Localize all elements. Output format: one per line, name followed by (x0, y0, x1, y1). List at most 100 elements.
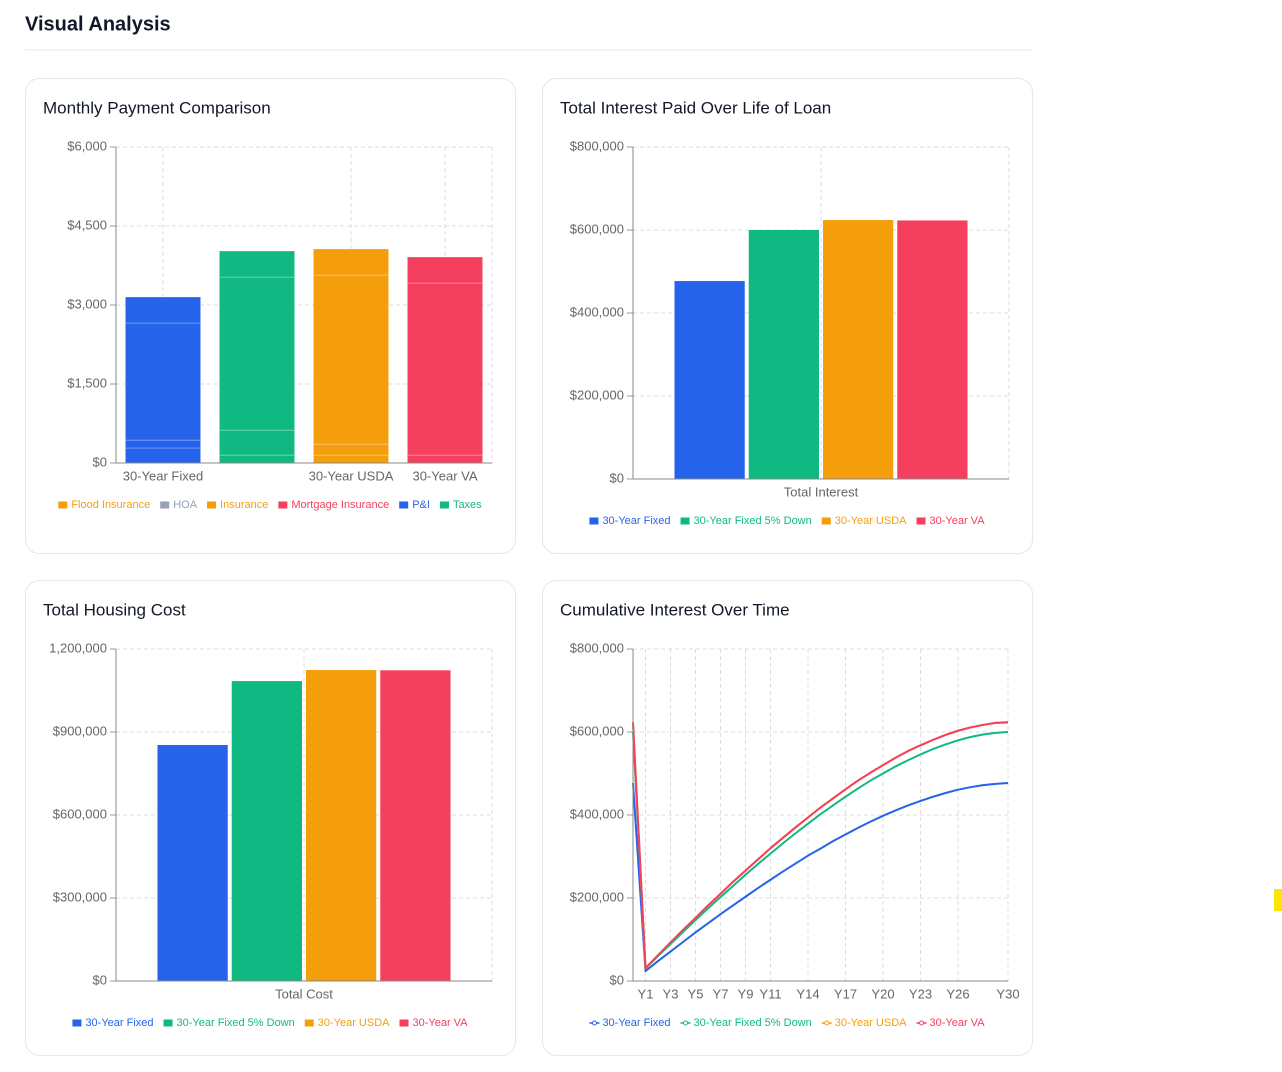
y-tick-label: $3,000 (67, 296, 107, 311)
y-tick-label: $600,000 (570, 723, 624, 738)
legend-symbol (591, 1020, 597, 1026)
line (632, 721, 1009, 970)
y-tick-label: $600,000 (570, 221, 624, 236)
bar (674, 281, 745, 479)
bar-segment (312, 274, 390, 445)
bar-segment (406, 282, 484, 456)
x-tick-label: 30-Year USDA (309, 468, 394, 483)
legend-swatch (680, 517, 690, 525)
y-tick-label: 1,200,000 (49, 640, 107, 655)
bar (231, 681, 302, 981)
y-tick-label: $400,000 (570, 304, 624, 319)
line (632, 782, 1009, 973)
bar-segment (406, 454, 484, 464)
legend-swatch (304, 1019, 314, 1027)
legend-swatch (439, 501, 449, 509)
bar-segment (406, 256, 484, 284)
x-tick-label: Y5 (688, 986, 704, 1001)
bar (380, 670, 451, 981)
legend-label: Mortgage Insurance (291, 499, 389, 511)
legend-label: Insurance (220, 499, 268, 511)
chart-title: Total Interest Paid Over Life of Loan (560, 98, 831, 117)
bar-segment (312, 454, 390, 464)
section-title: Visual Analysis (25, 13, 171, 35)
y-tick-label: $400,000 (570, 806, 624, 821)
legend-swatch (72, 1019, 82, 1027)
legend-label: 30-Year Fixed 5% Down (177, 1017, 295, 1029)
bar-segment (124, 322, 202, 441)
y-tick-label: $6,000 (67, 138, 107, 153)
legend-label: 30-Year VA (930, 1017, 986, 1029)
x-tick-label: 30-Year VA (412, 468, 477, 483)
legend-symbol (824, 1020, 830, 1026)
bar-segment (124, 447, 202, 464)
legend-label: P&I (412, 499, 430, 511)
chart-title: Monthly Payment Comparison (43, 98, 271, 117)
bar-segment (218, 250, 296, 278)
side-marker (1274, 889, 1282, 911)
y-tick-label: $0 (93, 972, 107, 987)
legend-label: Taxes (453, 499, 482, 511)
y-tick-label: $800,000 (570, 138, 624, 153)
legend-label: 30-Year Fixed 5% Down (694, 1017, 812, 1029)
y-tick-label: $900,000 (53, 723, 107, 738)
bar-segment (124, 439, 202, 449)
bar (306, 670, 377, 981)
bar-segment (312, 248, 390, 276)
bar (823, 220, 894, 480)
legend-label: 30-Year Fixed (602, 515, 670, 527)
bar-segment (218, 429, 296, 456)
legend-label: 30-Year USDA (835, 515, 907, 527)
bar-segment (124, 296, 202, 324)
x-tick-label: Y23 (909, 986, 932, 1001)
x-tick-label: Y1 (638, 986, 654, 1001)
x-tick-label: Y17 (834, 986, 857, 1001)
y-tick-label: $0 (93, 454, 107, 469)
legend-label: 30-Year Fixed (85, 1017, 153, 1029)
legend-swatch (399, 1019, 409, 1027)
y-tick-label: $0 (610, 972, 624, 987)
x-tick-label: Y11 (759, 986, 781, 1001)
y-tick-label: $200,000 (570, 387, 624, 402)
y-tick-label: $600,000 (53, 806, 107, 821)
card (542, 580, 1033, 1056)
legend-label: 30-Year Fixed (602, 1017, 670, 1029)
bar (748, 230, 819, 479)
legend-swatch (278, 501, 288, 509)
y-tick-label: $200,000 (570, 889, 624, 904)
legend-label: HOA (173, 499, 198, 511)
bar-segment (218, 276, 296, 431)
x-tick-label: Y14 (796, 986, 819, 1001)
chart-title: Cumulative Interest Over Time (560, 600, 790, 619)
x-tick-label: Y9 (738, 986, 754, 1001)
legend-label: 30-Year Fixed 5% Down (694, 515, 812, 527)
x-tick-label: Total Interest (784, 484, 859, 499)
legend-label: 30-Year VA (413, 1017, 469, 1029)
legend-symbol (683, 1020, 689, 1026)
legend-label: Flood Insurance (71, 499, 150, 511)
legend-label: 30-Year USDA (318, 1017, 390, 1029)
legend-swatch (58, 501, 68, 509)
legend-swatch (160, 501, 170, 509)
x-tick-label: Y30 (996, 986, 1019, 1001)
x-tick-label: Y20 (871, 986, 894, 1001)
line (632, 731, 1009, 970)
x-tick-label: Total Cost (275, 986, 333, 1001)
legend-swatch (916, 517, 926, 525)
legend-swatch (821, 517, 831, 525)
legend-swatch (207, 501, 217, 509)
legend-symbol (919, 1020, 925, 1026)
bar (897, 220, 968, 479)
y-tick-label: $1,500 (67, 375, 107, 390)
x-tick-label: Y3 (663, 986, 679, 1001)
y-tick-label: $4,500 (67, 217, 107, 232)
x-tick-label: 30-Year Fixed (123, 468, 203, 483)
x-tick-label: Y26 (946, 986, 969, 1001)
bar-segment (312, 443, 390, 456)
legend-swatch (163, 1019, 173, 1027)
y-tick-label: $300,000 (53, 889, 107, 904)
legend-label: 30-Year VA (930, 515, 986, 527)
bar (157, 745, 228, 981)
